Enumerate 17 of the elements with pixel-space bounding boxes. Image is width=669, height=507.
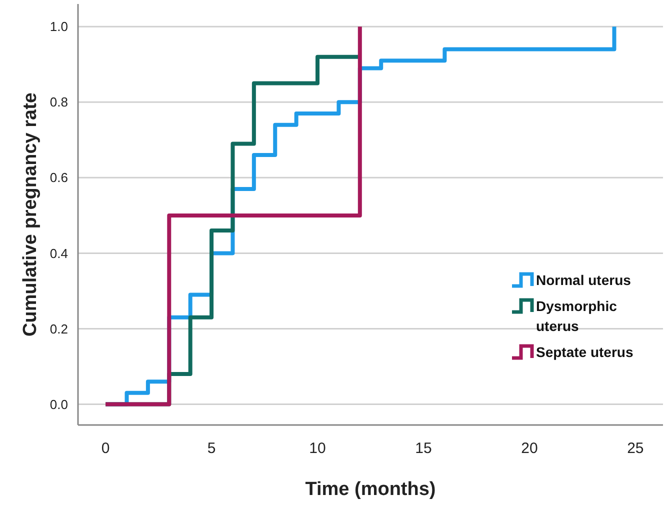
x-tick-label: 0 [101,440,110,457]
x-tick-label: 5 [207,440,216,457]
x-axis-title: Time (months) [305,479,436,500]
legend-label: Normal uterus [536,272,632,288]
y-tick-label: 0.4 [50,246,68,261]
y-axis-title: Cumulative pregnancy rate [20,92,41,336]
y-tick-label: 0.2 [50,321,68,336]
y-tick-label: 0.0 [50,396,68,412]
y-tick-label: 0.8 [50,94,68,110]
y-tick-label: 1.0 [50,19,68,34]
x-tick-label: 20 [521,440,538,457]
y-tick-label: 0.6 [50,170,68,186]
x-tick-label: 15 [415,440,432,457]
legend-label: Septate uterus [536,344,634,360]
x-tick-label: 10 [309,440,326,457]
legend-label: Dysmorphic uterus [536,298,618,334]
x-tick-label: 25 [627,440,644,457]
